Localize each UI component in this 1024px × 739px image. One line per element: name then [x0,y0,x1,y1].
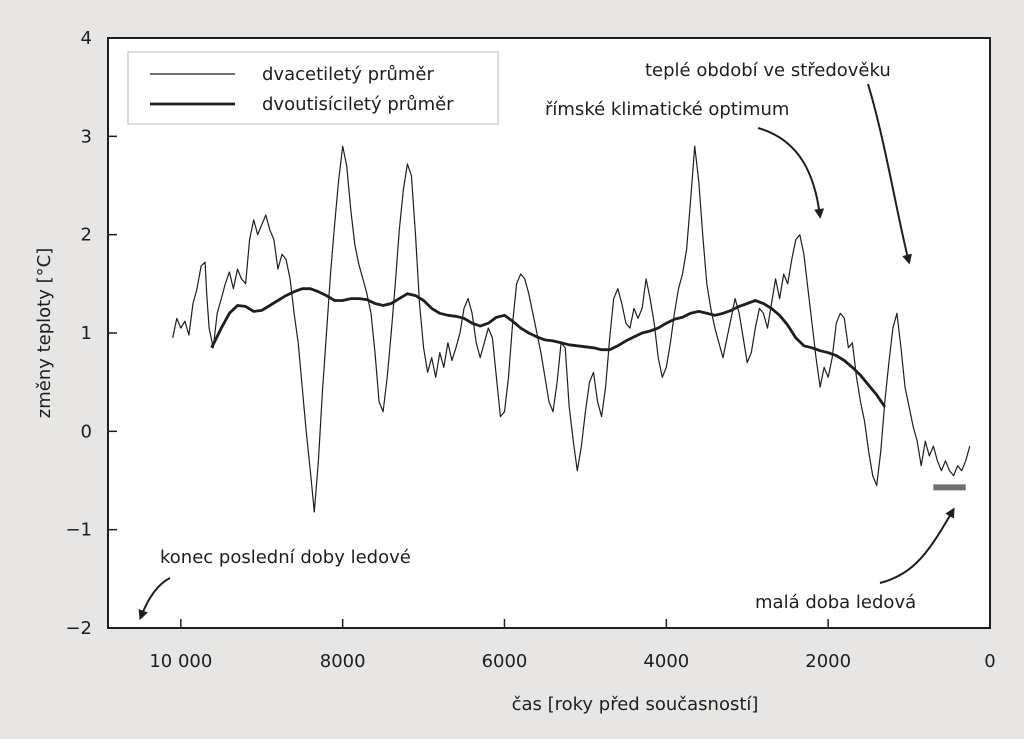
legend-box [127,51,499,125]
x-tick-label: 2000 [805,651,851,672]
x-axis-title: čas [roky před současností] [512,694,759,715]
y-tick-label: 0 [81,421,92,442]
legend-label: dvacetiletý průměr [262,64,434,85]
annotation-end-of-ice-age: konec poslední doby ledové [160,547,411,568]
legend: dvacetiletý průměr dvoutisíciletý průměr [127,51,499,125]
x-tick-label: 4000 [643,651,689,672]
y-axis-title: změny teploty [°C] [34,248,55,418]
x-tick-label: 8000 [320,651,366,672]
annotation-roman-climatic-optimum: římské klimatické optimum [545,99,789,120]
x-tick-label: 0 [984,651,995,672]
legend-label: dvoutisíciletý průměr [262,94,454,115]
arrow-roman-climatic-optimum [757,127,825,219]
arrow-little-ice-age [879,507,955,584]
series-line-2000yr-average [210,287,886,408]
annotation-little-ice-age: malá doba ledová [755,592,916,613]
y-tick-label: 1 [81,323,92,344]
x-tick-label: 10 000 [149,651,212,672]
plot-frame [107,37,991,629]
annotation-medieval-warm-period: teplé období ve středověku [645,60,891,81]
y-tick-label: 3 [81,126,92,147]
y-tick-label: −1 [65,520,92,541]
x-tick-label: 6000 [482,651,528,672]
y-tick-label: 2 [81,225,92,246]
arrow-medieval-warm-period [867,83,912,265]
arrow-end-of-ice-age [138,577,171,621]
series-line-20yr-average [172,145,971,513]
y-tick-label: −2 [65,618,92,639]
y-tick-label: 4 [81,28,92,49]
